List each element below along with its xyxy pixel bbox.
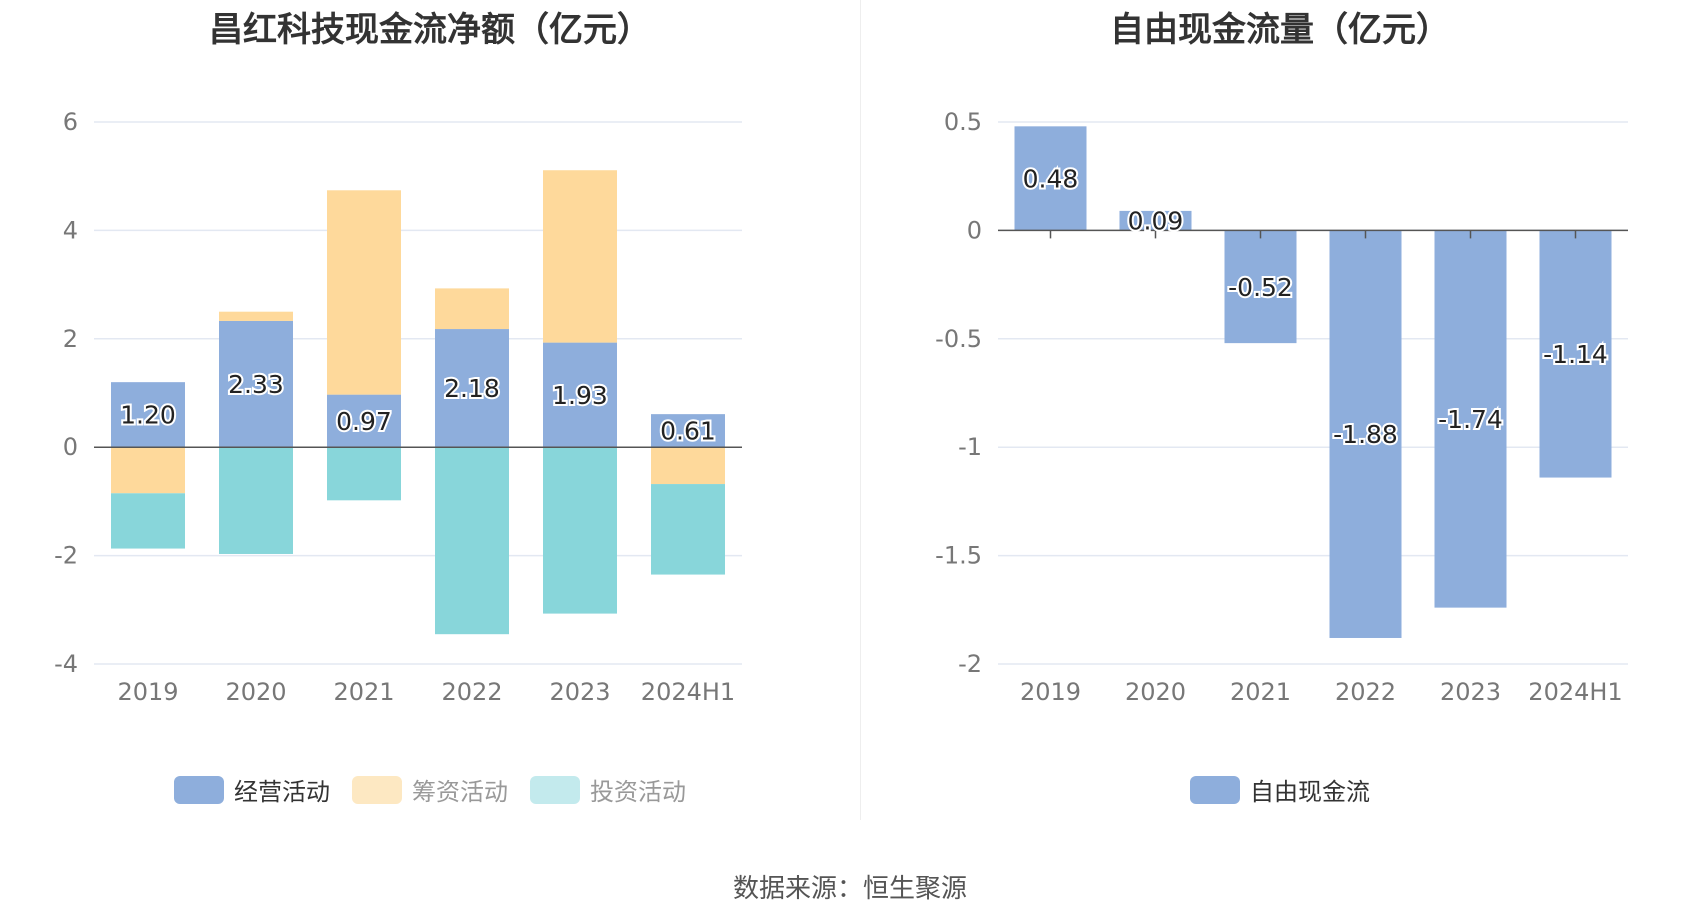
bar-2-2023 xyxy=(543,170,617,343)
data-label: 0.61 xyxy=(660,417,716,446)
x-tick-label: 2023 xyxy=(1440,678,1501,706)
x-tick-label: 2020 xyxy=(1125,678,1186,706)
data-label: 0.48 xyxy=(1023,164,1079,193)
left-chart-legend: 经营活动 筹资活动 投资活动 xyxy=(0,772,860,807)
bar-1-2019 xyxy=(111,382,185,448)
x-tick-label: 2022 xyxy=(1335,678,1396,706)
x-tick-label: 2024H1 xyxy=(641,678,735,706)
bar-2-2024h1 xyxy=(651,447,725,485)
data-label: 2.18 xyxy=(444,374,500,403)
legend-label: 自由现金流 xyxy=(1250,778,1370,806)
x-tick-label: 2019 xyxy=(1020,678,1081,706)
legend-label: 经营活动 xyxy=(234,778,330,806)
y-tick-label: 2 xyxy=(63,325,78,353)
right-chart-panel: 自由现金流量（亿元） -2 -1.5 -1 -0.5 0 0.5 2019 2020 2021 2… xyxy=(860,0,1700,830)
bar-3-2019 xyxy=(111,493,185,549)
legend-item[interactable]: 经营活动 xyxy=(174,772,330,807)
x-tick-label: 2021 xyxy=(1230,678,1291,706)
data-label: -1.74 xyxy=(1438,405,1503,434)
x-tick-label: 2019 xyxy=(117,678,178,706)
bar-3-2020 xyxy=(219,447,293,554)
y-tick-label: 6 xyxy=(63,108,78,136)
data-label: 1.20 xyxy=(120,401,176,430)
bar-1-2024h1 xyxy=(1539,230,1612,478)
bar-1-2023 xyxy=(543,342,617,448)
right-chart-title: 自由现金流量（亿元） xyxy=(1110,10,1450,50)
right-chart-legend: 自由现金流 xyxy=(860,772,1700,807)
bar-1-2022 xyxy=(435,329,509,448)
left-chart-panel: 昌红科技现金流净额（亿元） -4 -2 0 2 4 6 2019 2020 2021 2022 20… xyxy=(0,0,860,830)
legend-item[interactable]: 自由现金流 xyxy=(1190,772,1370,807)
bar-1-2020 xyxy=(219,320,293,448)
x-tick-label: 2021 xyxy=(333,678,394,706)
bar-2-2021 xyxy=(327,190,401,395)
bar-3-2022 xyxy=(435,447,509,635)
y-tick-label: 0 xyxy=(967,216,982,244)
legend-swatch xyxy=(530,775,580,804)
bar-3-2021 xyxy=(327,447,401,501)
y-tick-label: 0.5 xyxy=(944,108,982,136)
left-chart-title: 昌红科技现金流净额（亿元） xyxy=(209,10,651,50)
cashflow-net-chart: -4 -2 0 2 4 6 2019 2020 2021 2022 2023 2024H1 1.20 2.… xyxy=(54,108,742,706)
bar-1-2021 xyxy=(1224,230,1297,344)
legend-swatch xyxy=(1190,775,1240,804)
data-label: -1.14 xyxy=(1543,340,1608,369)
bar-3-2023 xyxy=(543,447,617,614)
legend-swatch xyxy=(352,775,402,804)
x-tick-label: 2024H1 xyxy=(1528,678,1622,706)
data-label: 0.97 xyxy=(336,407,392,436)
bar-1-2019 xyxy=(1014,126,1087,231)
free-cashflow-chart: -2 -1.5 -1 -0.5 0 0.5 2019 2020 2021 2022 2023 2024… xyxy=(935,108,1628,706)
data-source-note: 数据来源：恒生聚源 xyxy=(732,874,967,904)
bar-1-2020 xyxy=(1119,210,1192,231)
bar-3-2024h1 xyxy=(651,484,725,575)
data-label: 1.93 xyxy=(552,381,608,410)
legend-item[interactable]: 筹资活动 xyxy=(352,772,508,807)
y-tick-label: -0.5 xyxy=(935,325,982,353)
legend-swatch xyxy=(174,775,224,804)
y-tick-label: -4 xyxy=(54,650,78,678)
x-tick-label: 2023 xyxy=(549,678,610,706)
legend-label: 筹资活动 xyxy=(412,778,508,806)
y-tick-label: 4 xyxy=(63,216,78,244)
bar-1-2022 xyxy=(1329,230,1402,638)
bar-2-2020 xyxy=(219,311,293,321)
y-tick-label: -2 xyxy=(958,650,982,678)
bar-2-2022 xyxy=(435,288,509,330)
legend-label: 投资活动 xyxy=(590,778,686,806)
data-label: -1.88 xyxy=(1333,420,1398,449)
bar-1-2024h1 xyxy=(651,414,725,448)
bar-1-2021 xyxy=(327,394,401,448)
y-tick-label: -1 xyxy=(958,433,982,461)
y-tick-label: -2 xyxy=(54,542,78,570)
x-tick-label: 2022 xyxy=(441,678,502,706)
bar-1-2023 xyxy=(1434,230,1507,608)
legend-item[interactable]: 投资活动 xyxy=(530,772,686,807)
data-label: -0.52 xyxy=(1228,273,1293,302)
y-tick-label: 0 xyxy=(63,433,78,461)
x-tick-label: 2020 xyxy=(225,678,286,706)
y-tick-label: -1.5 xyxy=(935,542,982,570)
data-label: 0.09 xyxy=(1128,207,1184,236)
data-label: 2.33 xyxy=(228,370,284,399)
bar-2-2019 xyxy=(111,447,185,494)
panel-divider xyxy=(860,0,861,820)
